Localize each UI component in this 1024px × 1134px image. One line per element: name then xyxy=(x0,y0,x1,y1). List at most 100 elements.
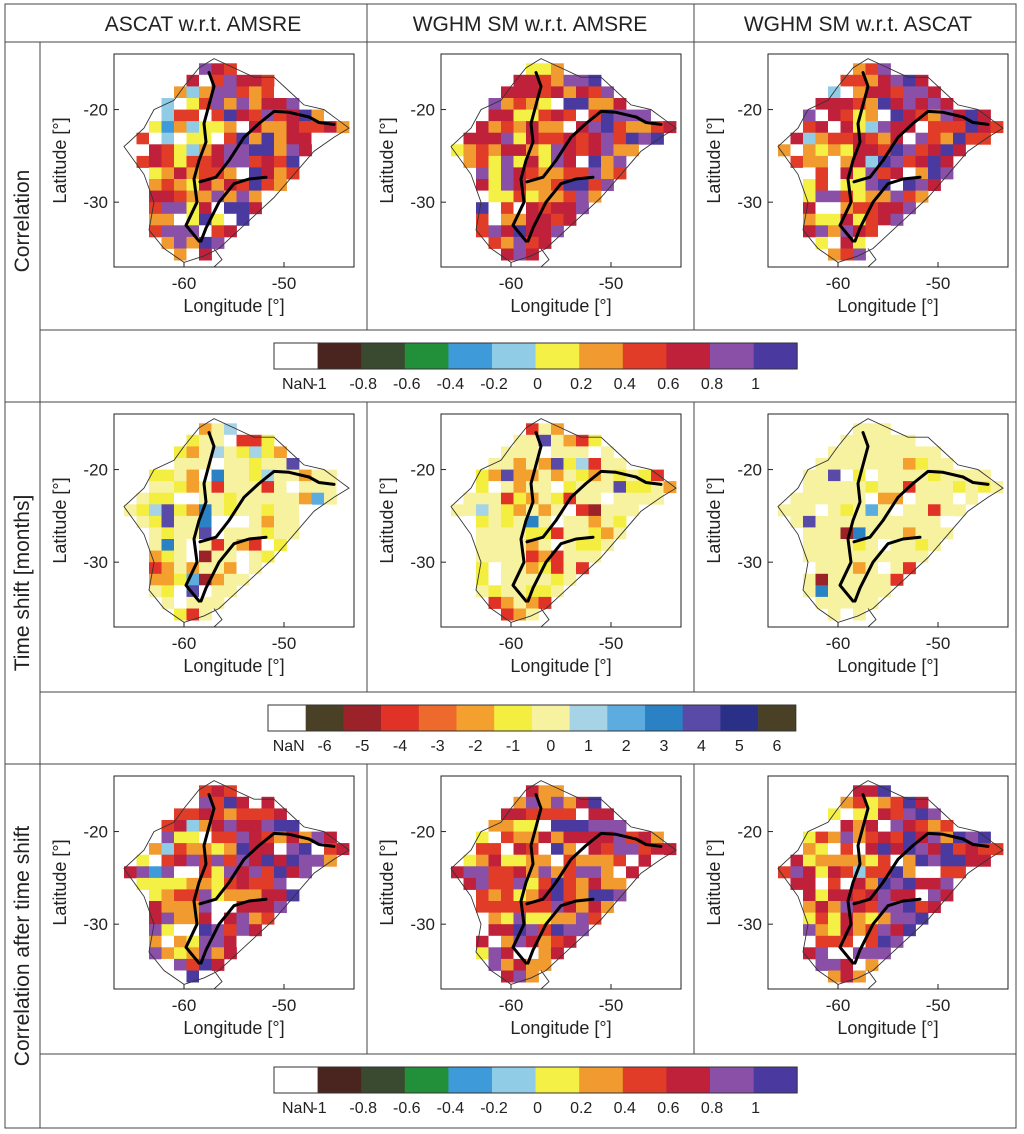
heatmap-cell xyxy=(878,86,891,99)
heatmap-cell xyxy=(551,808,564,821)
colorbar-label: 0.6 xyxy=(657,376,679,393)
heatmap-cell xyxy=(613,843,627,856)
heatmap-cell xyxy=(928,901,941,913)
heatmap-cell xyxy=(224,434,237,447)
heatmap-cell xyxy=(626,854,639,867)
heatmap-cell xyxy=(828,248,841,261)
colorbar-frame xyxy=(267,704,797,732)
heatmap-cell xyxy=(538,585,552,598)
heatmap-cell xyxy=(274,515,287,528)
heatmap-cell xyxy=(249,74,262,87)
heatmap-cell xyxy=(538,132,552,145)
heatmap-cell xyxy=(211,866,225,879)
heatmap-cell xyxy=(526,796,539,809)
basin-outline xyxy=(123,780,350,985)
y-axis-label: Latitude [°] xyxy=(377,117,397,203)
heatmap-cell xyxy=(915,866,929,879)
colorbar-label: 1 xyxy=(584,738,593,755)
x-tick-label: -50 xyxy=(926,274,951,293)
heatmap-cell xyxy=(928,458,941,470)
heatmap-cell xyxy=(236,550,250,563)
heatmap-cell xyxy=(274,481,287,494)
heatmap-cell xyxy=(513,970,527,983)
heatmap-cell xyxy=(576,86,589,99)
heatmap-cell xyxy=(828,843,841,856)
river-line xyxy=(198,831,311,906)
heatmap-cell xyxy=(513,877,527,890)
heatmap-cell xyxy=(551,121,564,134)
heatmap-cell xyxy=(890,469,904,482)
heatmap-cell xyxy=(161,527,175,540)
heatmap-cell xyxy=(501,550,514,563)
heatmap-cell xyxy=(815,539,829,551)
heatmap-cell xyxy=(211,958,225,971)
heatmap-cell xyxy=(149,901,162,913)
heatmap-cell xyxy=(815,843,829,856)
heatmap-cell xyxy=(865,481,879,494)
heatmap-cell xyxy=(563,866,577,879)
heatmap-cell xyxy=(940,866,954,879)
colorbar-swatch xyxy=(404,343,449,369)
heatmap-cell xyxy=(903,167,916,180)
heatmap-cell xyxy=(174,213,187,226)
river-line xyxy=(852,831,965,906)
heatmap-cell xyxy=(865,132,879,145)
heatmap-cell xyxy=(853,796,866,809)
heatmap-cell xyxy=(488,236,502,249)
heatmap-cell xyxy=(161,820,175,832)
heatmap-cell xyxy=(199,970,212,983)
heatmap-cell xyxy=(538,458,552,470)
plot-frame xyxy=(113,413,355,628)
heatmap-cell xyxy=(501,889,514,902)
heatmap-cell xyxy=(161,167,175,180)
heatmap-cell xyxy=(488,820,502,832)
heatmap-cell xyxy=(828,86,841,99)
heatmap-cell xyxy=(526,889,539,902)
heatmap-cell xyxy=(476,924,489,937)
heatmap-cell xyxy=(186,808,200,821)
heatmap-cell xyxy=(903,74,916,87)
heatmap-cell xyxy=(865,98,879,110)
heatmap-cell xyxy=(903,889,916,902)
colorbar-label: 0.4 xyxy=(614,376,636,393)
heatmap-cell xyxy=(236,434,250,447)
heatmap-cell xyxy=(236,831,250,844)
colorbar-label: 0.4 xyxy=(614,1100,636,1117)
heatmap-cell xyxy=(601,820,614,832)
heatmap-cell xyxy=(928,98,941,110)
heatmap-cell xyxy=(149,866,162,879)
heatmap-cell xyxy=(953,481,966,494)
colorbar-swatch xyxy=(758,705,797,731)
heatmap-cell xyxy=(149,132,162,145)
heatmap-cell xyxy=(878,481,891,494)
heatmap-cell xyxy=(476,889,489,902)
heatmap-cell xyxy=(551,98,564,110)
heatmap-cell xyxy=(161,889,175,902)
heatmap-cell xyxy=(878,820,891,832)
heatmap-cell xyxy=(890,877,904,890)
heatmap-cell xyxy=(903,132,916,145)
heatmap-cell xyxy=(853,877,866,890)
heatmap-cell xyxy=(878,446,891,459)
heatmap-cell xyxy=(828,167,841,180)
heatmap-cell xyxy=(903,831,916,844)
heatmap-cell xyxy=(174,236,187,249)
heatmap-cell xyxy=(915,179,929,191)
heatmap-cell xyxy=(803,202,816,215)
heatmap-cell xyxy=(551,481,564,494)
colorbar-label: 1 xyxy=(751,376,760,393)
heatmap-cell xyxy=(878,225,891,238)
colorbar-swatch xyxy=(569,705,608,731)
heatmap-cell xyxy=(174,179,187,191)
heatmap-cell xyxy=(928,808,941,821)
heatmap-cell xyxy=(878,562,891,575)
heatmap-cell xyxy=(853,808,866,821)
heatmap-cell xyxy=(538,831,552,844)
heatmap-cell xyxy=(890,458,904,470)
heatmap-cell xyxy=(563,843,577,856)
heatmap-cell xyxy=(274,889,287,902)
heatmap-cell xyxy=(501,248,514,261)
heatmap-cell xyxy=(186,854,200,867)
heatmap-cell xyxy=(236,515,250,528)
heatmap-cell xyxy=(274,504,287,517)
